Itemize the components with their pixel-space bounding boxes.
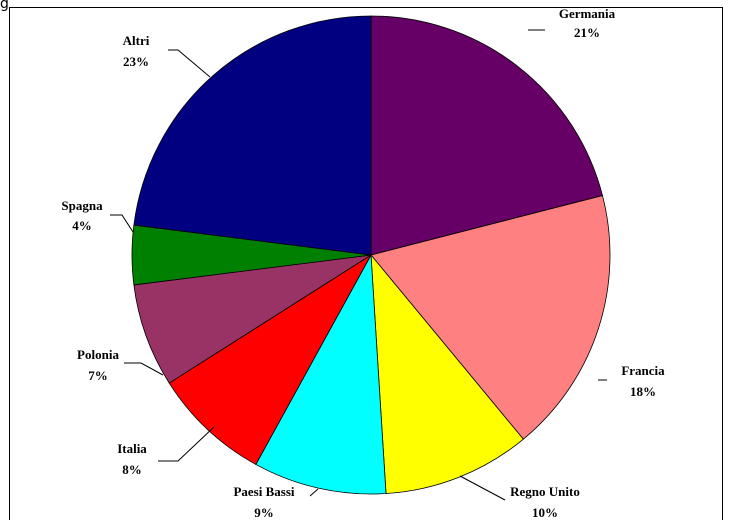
slice-percent-spagna: 4%: [72, 218, 92, 233]
slice-label-francia: Francia: [621, 363, 665, 378]
leader-line-regno-unito: [459, 475, 506, 501]
pie-slice-italia: [168, 254, 372, 465]
slice-percent-altri: 23%: [123, 54, 149, 69]
pie-slice-paesi-bassi: [255, 253, 387, 495]
slice-label-polonia: Polonia: [77, 347, 119, 362]
pie-slice-altri: [133, 15, 372, 256]
slice-label-germania: Germania: [559, 6, 616, 21]
slice-label-italia: Italia: [117, 441, 147, 456]
slice-label-spagna: Spagna: [61, 198, 103, 213]
pie-slice-regno-unito: [370, 253, 524, 494]
pie-slice-polonia: [133, 254, 372, 384]
leader-line-italia: [158, 426, 215, 462]
slice-percent-germania: 21%: [574, 25, 600, 40]
slice-label-paesi-bassi: Paesi Bassi: [233, 484, 294, 499]
slice-percent-italia: 8%: [122, 462, 142, 477]
slice-percent-polonia: 7%: [88, 368, 108, 383]
slice-percent-francia: 18%: [630, 384, 656, 399]
slice-percent-paesi-bassi: 9%: [254, 505, 274, 520]
slice-percent-regno-unito: 10%: [532, 505, 558, 520]
leader-line-spagna: [110, 214, 134, 233]
pie-slice-germania: [370, 15, 603, 256]
slice-label-regno-unito: Regno Unito: [510, 484, 580, 499]
slice-label-altri: Altri: [123, 33, 150, 48]
leader-line-altri: [168, 49, 211, 78]
leader-line-polonia: [124, 362, 164, 376]
pie-slice-francia: [370, 195, 611, 440]
cropped-heading-text: g: [0, 0, 9, 12]
leader-line-paesi-bassi: [309, 488, 319, 497]
